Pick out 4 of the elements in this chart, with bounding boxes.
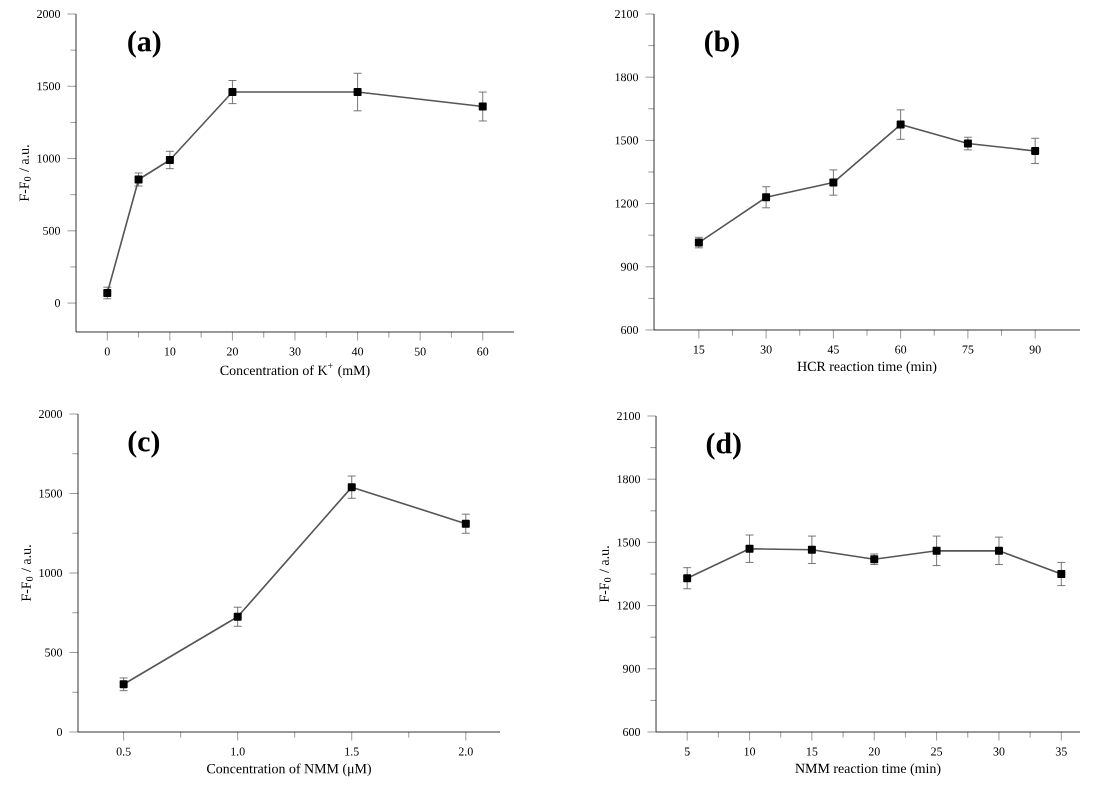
annotation: (a) <box>128 30 161 58</box>
annotation: (d) <box>706 432 741 460</box>
annotation: (c) <box>128 430 160 458</box>
annotation: (b) <box>704 30 739 58</box>
